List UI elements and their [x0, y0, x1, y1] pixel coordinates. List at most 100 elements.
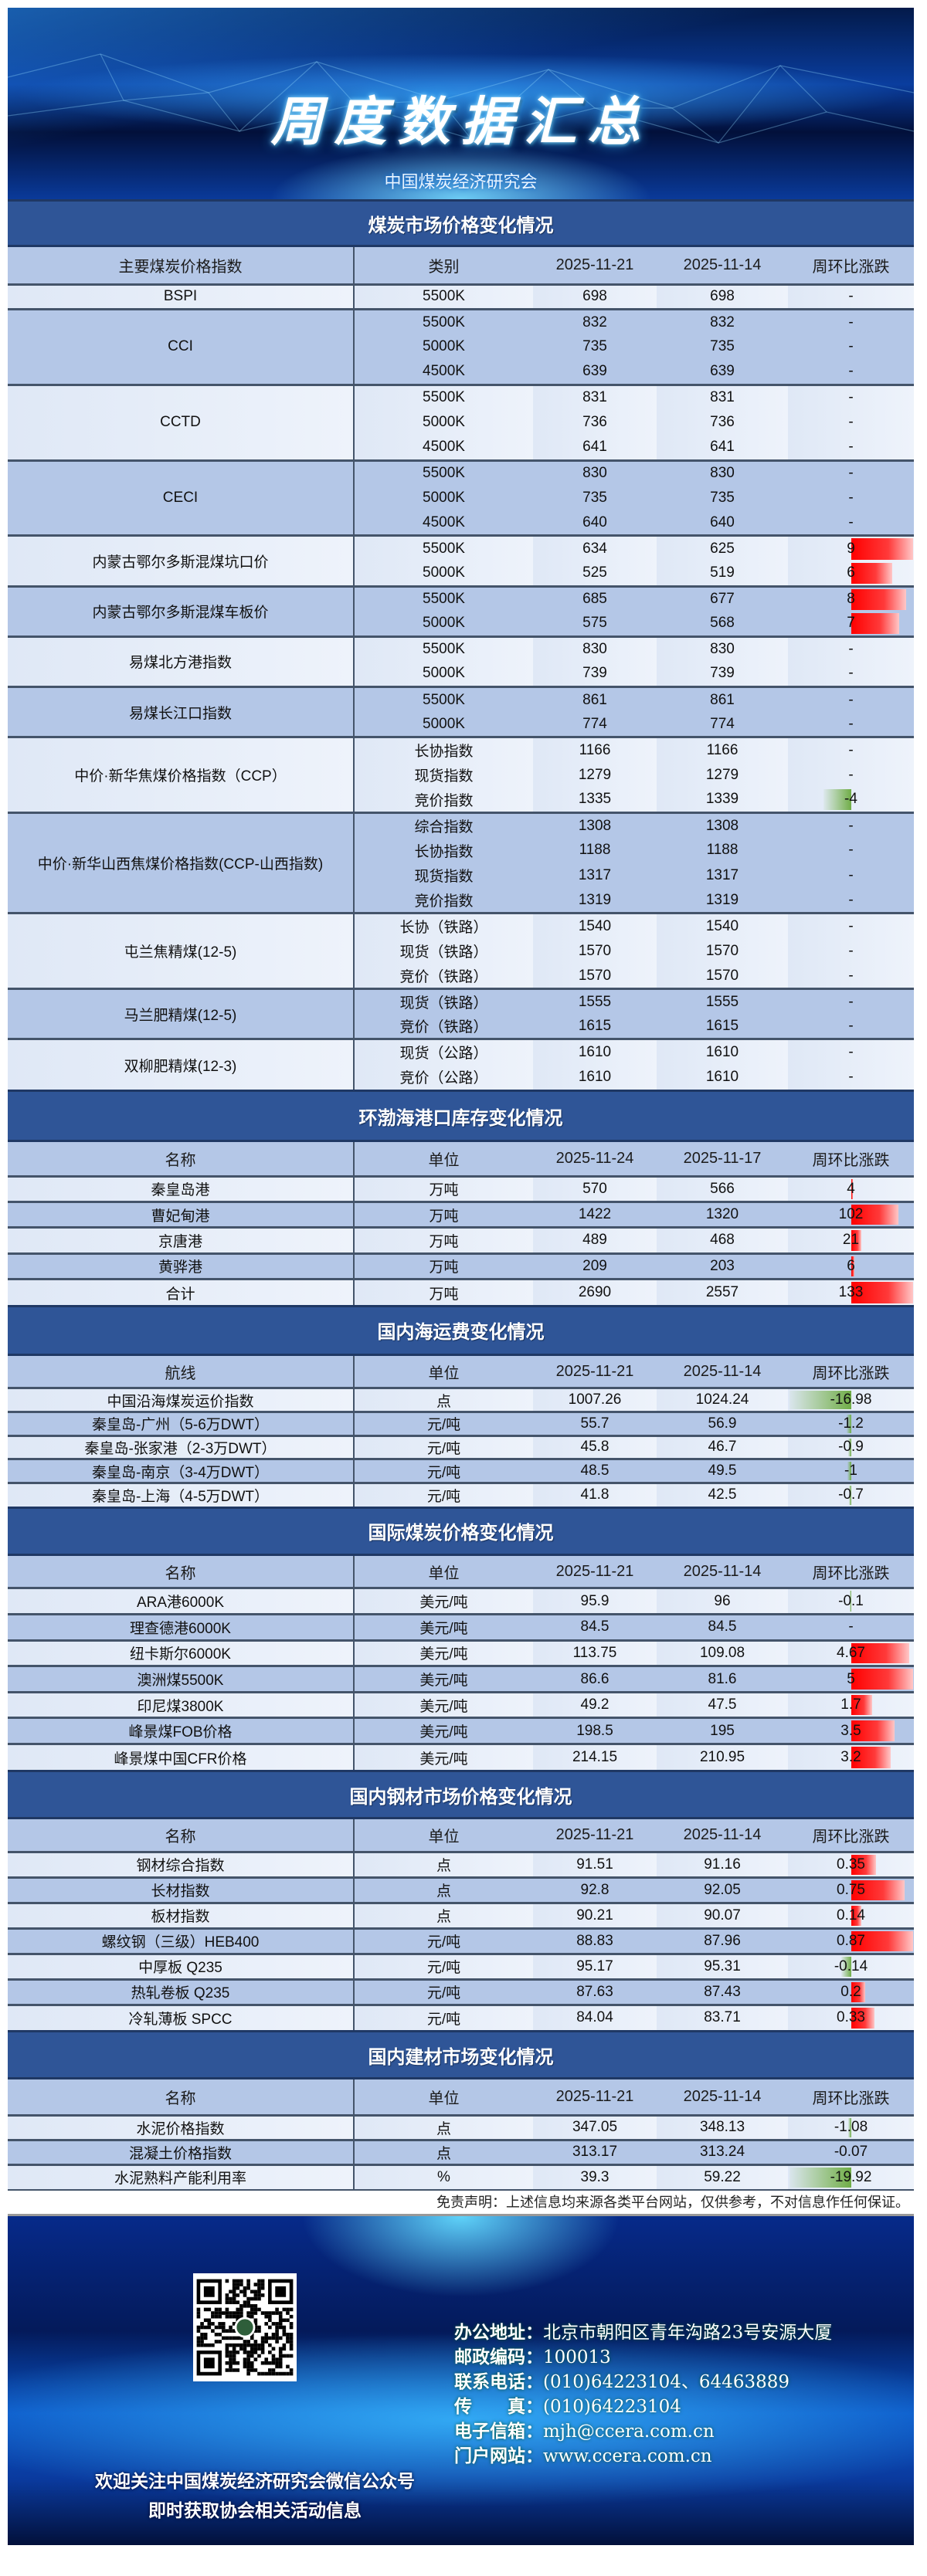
weekly-change-value: 5	[847, 1670, 855, 1687]
value-current: 736	[533, 409, 657, 436]
row-name: 黄骅港	[8, 1252, 355, 1280]
row-name: 纽卡斯尔6000K	[8, 1639, 355, 1666]
weekly-change-cell: -1	[788, 1458, 914, 1483]
weekly-change-value: -	[848, 414, 854, 431]
increase-data-bar	[851, 1879, 905, 1900]
section-5: 国内建材市场变化情况 名称 单位 2025-11-21 2025-11-14 周环比涨跌水…	[8, 2030, 914, 2190]
weekly-change-cell: -4	[788, 787, 914, 813]
weekly-change-cell: -0.07	[788, 2138, 914, 2165]
value-current: 1308	[533, 811, 657, 839]
weekly-change-cell: -	[788, 938, 914, 964]
category-cell: 竞价（铁路）	[354, 964, 533, 989]
value-previous: 698	[657, 284, 788, 310]
weekly-change-cell: 0.33	[788, 2003, 914, 2031]
contact-value[interactable]: www.ccera.com.cn	[543, 2446, 712, 2467]
row-name: 中厚板 Q235	[8, 1952, 355, 1980]
section-1: 环渤海港口库存变化情况 名称 单位 2025-11-24 2025-11-17 周环比涨跌…	[8, 1090, 914, 1305]
value-current: 832	[533, 308, 657, 335]
value-previous: 56.9	[657, 1411, 788, 1436]
category-cell: 长协指数	[354, 736, 533, 763]
weekly-change-cell: -	[788, 359, 914, 385]
increase-data-bar	[851, 1178, 854, 1199]
category-cell: 美元/吨	[354, 1639, 533, 1666]
column-header: 周环比涨跌	[788, 1819, 914, 1853]
table-row: 秦皇岛-上海（4-5万DWT） 元/吨 41.8 42.5 -0.7	[8, 1481, 914, 1507]
value-previous: 96	[657, 1588, 788, 1615]
column-header: 周环比涨跌	[788, 1355, 914, 1390]
value-previous: 468	[657, 1226, 788, 1254]
category-cell: 元/吨	[354, 1978, 533, 2005]
contact-value: 北京市朝阳区青年沟路23号安源大厦	[543, 2323, 833, 2344]
weekly-change-cell: 5	[788, 1665, 914, 1693]
table-row: 混凝土价格指数点 313.17 313.24 -0.07	[8, 2138, 914, 2165]
weekly-change-value: 102	[838, 1206, 864, 1223]
row-name: 京唐港	[8, 1226, 355, 1254]
weekly-change-cell: -	[788, 661, 914, 687]
contact-value[interactable]: mjh@ccera.com.cn	[543, 2422, 715, 2442]
weekly-change-cell: -	[788, 409, 914, 436]
decrease-data-bar	[789, 2167, 851, 2188]
value-previous: 95.31	[657, 1952, 788, 1980]
table-row: 5000K 525 519 6	[8, 561, 914, 587]
weekly-change-value: -	[848, 691, 854, 708]
organization-name: 中国煤炭经济研究会	[384, 173, 538, 192]
value-previous: 1615	[657, 1014, 788, 1039]
weekly-change-value: 9	[847, 540, 855, 557]
category-cell: 5000K	[354, 485, 533, 511]
contact-line: 办公地址：北京市朝阳区青年沟路23号安源大厦	[454, 2320, 832, 2345]
weekly-change-cell: -	[788, 435, 914, 461]
row-name: 内蒙古鄂尔多斯混煤坑口价	[8, 534, 355, 587]
column-header: 2025-11-14	[657, 1555, 788, 1590]
value-previous: 1188	[657, 838, 788, 863]
column-header: 2025-11-21	[533, 2079, 657, 2117]
value-previous: 49.5	[657, 1458, 788, 1483]
value-current: 1007.26	[533, 1388, 657, 1412]
weekly-change-cell: 6	[788, 561, 914, 587]
weekly-change-value: 0.2	[840, 1983, 861, 2000]
contact-value: 100013	[543, 2347, 611, 2368]
value-current: 1555	[533, 988, 657, 1015]
category-cell: 综合指数	[354, 811, 533, 839]
weekly-change-value: 0.35	[837, 1856, 865, 1873]
category-cell: 现货指数	[354, 863, 533, 889]
value-current: 735	[533, 334, 657, 360]
category-cell: 美元/吨	[354, 1665, 533, 1693]
table-row: 长材指数点 92.8 92.05 0.75	[8, 1876, 914, 1903]
weekly-change-value: -	[848, 942, 854, 959]
increase-data-bar	[851, 1204, 899, 1225]
row-name: 马兰肥精煤(12-5)	[8, 988, 355, 1039]
weekly-change-value: -	[848, 1618, 854, 1635]
value-previous: 195	[657, 1717, 788, 1744]
increase-data-bar	[851, 2007, 875, 2029]
value-current: 830	[533, 635, 657, 662]
category-cell: 万吨	[354, 1226, 533, 1254]
value-current: 1570	[533, 938, 657, 964]
data-table: 名称 单位 2025-11-21 2025-11-14 周环比涨跌 钢材综合指数点 91.5…	[8, 1819, 914, 2031]
contact-label: 电子信箱：	[454, 2421, 543, 2442]
table-header-row: 名称 单位 2025-11-21 2025-11-14 周环比涨跌	[8, 1819, 914, 1853]
page-title: 周度数据汇总	[270, 91, 651, 153]
weekly-change-value: -	[848, 288, 854, 305]
value-current: 774	[533, 712, 657, 737]
row-name: 澳洲煤5500K	[8, 1665, 355, 1693]
column-header: 2025-11-17	[657, 1142, 788, 1178]
value-current: 1540	[533, 912, 657, 939]
column-header: 单位	[354, 1555, 533, 1590]
column-header: 2025-11-14	[657, 1819, 788, 1853]
weekly-change-value: -16.98	[830, 1391, 872, 1408]
category-cell: 4500K	[354, 510, 533, 536]
table-header-row: 名称 单位 2025-11-21 2025-11-14 周环比涨跌	[8, 1555, 914, 1590]
weekly-change-value: -	[848, 993, 854, 1010]
row-name: 中价·新华焦煤价格指数（CCP）	[8, 736, 355, 813]
category-cell: 长协（铁路）	[354, 912, 533, 939]
decrease-data-bar	[847, 1415, 851, 1433]
row-name: 峰景煤中国CFR价格	[8, 1743, 355, 1771]
table-row: 5000K 735 735-	[8, 485, 914, 511]
table-row: 屯兰焦精煤(12-5) 长协（铁路） 1540 1540-	[8, 912, 914, 989]
row-name: 秦皇岛-南京（3-4万DWT）	[8, 1458, 355, 1483]
table-row: 竞价（公路） 1610 1610-	[8, 1064, 914, 1090]
weekly-change-value: 4.67	[837, 1644, 865, 1661]
row-name: 秦皇岛-张家港（2-3万DWT）	[8, 1434, 355, 1459]
category-cell: 5000K	[354, 561, 533, 587]
category-cell: 5500K	[354, 585, 533, 612]
